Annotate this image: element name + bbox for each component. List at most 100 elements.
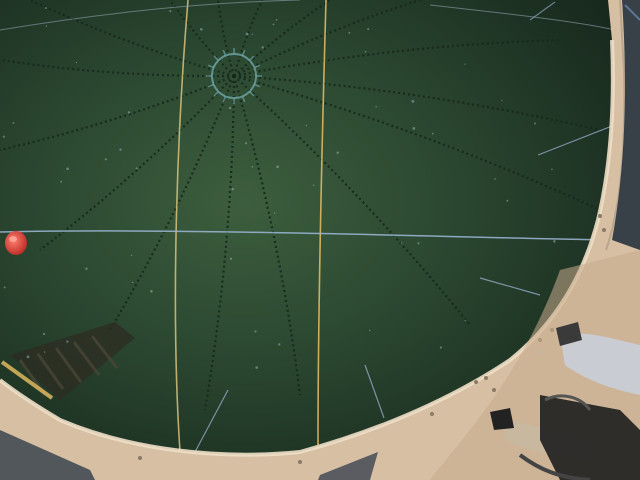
diver-leg-upper: [560, 333, 640, 395]
ring-tick: [254, 83, 261, 88]
particle: [135, 167, 138, 170]
particle: [278, 343, 281, 346]
rib-line: [39, 75, 235, 251]
particle: [251, 33, 253, 35]
ring-tick: [222, 49, 227, 56]
particle: [12, 122, 15, 124]
particle: [348, 31, 351, 34]
particle: [501, 99, 503, 102]
rim-panel-right: [612, 0, 640, 250]
particle: [439, 346, 442, 349]
ring-tick: [249, 91, 255, 97]
rim-grating-left: [0, 430, 95, 480]
particle: [26, 355, 30, 359]
particle: [44, 6, 47, 10]
particle: [45, 25, 48, 27]
right-marker-line: [537, 125, 613, 156]
rim-grating-bottom: [318, 452, 378, 480]
guide-lines: [0, 0, 616, 453]
top-right-guide-line: [429, 4, 616, 31]
rib-line: [233, 74, 601, 132]
particle: [60, 180, 63, 183]
ring-tick: [213, 55, 219, 61]
right-marker-line-2: [479, 277, 541, 296]
corner-marker-line: [529, 1, 556, 21]
particle: [464, 63, 466, 65]
particle: [66, 340, 69, 343]
particle: [130, 254, 133, 257]
rib-line: [233, 75, 471, 326]
horizontal-guide-line: [0, 230, 611, 241]
particle: [313, 184, 315, 186]
particle: [150, 290, 153, 293]
particle: [131, 281, 134, 284]
ring-tick: [254, 64, 261, 69]
particle: [42, 332, 46, 336]
particle: [272, 23, 275, 26]
diver-gear: [540, 395, 640, 480]
particle: [3, 286, 6, 289]
particle: [417, 242, 420, 245]
particle: [169, 10, 172, 13]
diver-legs: [490, 322, 640, 480]
ring-tick: [222, 96, 227, 103]
rib-line: [203, 75, 236, 411]
ring-tick: [207, 83, 214, 88]
ring-tick: [241, 49, 246, 56]
particle: [494, 178, 496, 180]
particle: [551, 168, 553, 171]
rib-line: [0, 58, 235, 78]
particle: [375, 105, 377, 108]
yellow-guide-line-right: [317, 0, 327, 446]
particle: [245, 142, 248, 145]
particle: [336, 151, 339, 154]
particle: [66, 167, 69, 171]
center-ring: [206, 48, 262, 104]
particle: [231, 187, 234, 191]
particle: [254, 330, 257, 333]
particle: [412, 127, 416, 130]
particle: [75, 61, 78, 64]
rib-line: [233, 0, 331, 77]
rib-line: [0, 74, 235, 152]
particle: [431, 132, 434, 135]
top-guide-line: [0, 0, 301, 31]
particle: [400, 242, 403, 244]
particle: [553, 240, 556, 243]
particles: [2, 6, 556, 369]
particle: [533, 122, 536, 125]
particle: [104, 158, 107, 161]
ladder-structure: [0, 322, 135, 400]
particle: [2, 135, 5, 138]
particle: [229, 257, 233, 260]
particle: [411, 100, 415, 103]
rib-line: [29, 0, 235, 78]
ring-tick: [207, 64, 214, 69]
particle: [261, 46, 264, 49]
particle: [43, 351, 46, 353]
particle: [367, 28, 370, 31]
particle: [369, 329, 371, 332]
yellow-guide-line-left: [174, 0, 189, 453]
particle: [364, 50, 367, 53]
rib-line: [232, 0, 263, 77]
red-buoy: [5, 231, 27, 255]
particle: [245, 32, 249, 36]
bottom-marker-line: [364, 364, 385, 419]
particle: [305, 124, 308, 127]
particle: [119, 148, 122, 151]
particle: [273, 212, 276, 214]
particle: [464, 319, 466, 322]
bottom-marker-line-2: [194, 389, 229, 453]
rim-inner-edge: [0, 39, 615, 457]
particle: [251, 166, 254, 168]
particle: [85, 267, 88, 270]
ring-tick: [241, 96, 246, 103]
ring-tick: [213, 91, 219, 97]
particle: [541, 350, 544, 354]
particle: [276, 165, 279, 169]
particle: [275, 18, 278, 21]
particle: [255, 366, 259, 369]
